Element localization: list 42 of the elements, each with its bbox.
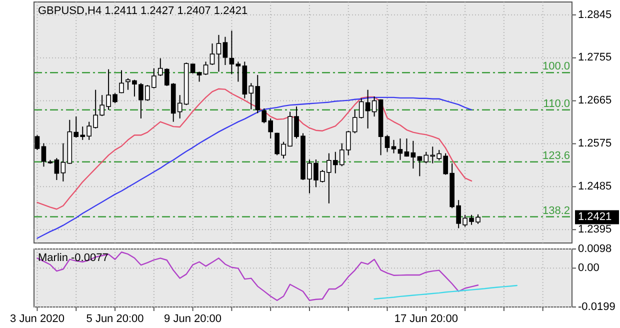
annotation: 100.0: [542, 60, 570, 73]
y-tick-label: 1.2485: [578, 180, 612, 193]
candlestick: [54, 158, 60, 181]
candlestick: [372, 96, 377, 118]
line-series: [374, 284, 518, 300]
candlestick: [190, 63, 196, 74]
annotation: 110.0: [543, 98, 570, 110]
y-tick-label: 1.2395: [578, 224, 612, 236]
x-tick-label: 3 Jun 2020: [10, 313, 64, 325]
annotation: 138.2: [542, 204, 570, 217]
text: 1.2421: [578, 211, 612, 224]
candlestick: [398, 138, 403, 160]
y-tick-label: 1.2755: [578, 52, 612, 64]
y-tick-label: 1.2845: [578, 8, 612, 21]
y-tick-label: 1.2575: [578, 138, 612, 150]
candlestick: [365, 89, 370, 129]
annotation: 123.6: [542, 150, 570, 162]
candlestick: [119, 70, 124, 94]
y-tick-label: -0.0199: [578, 300, 616, 313]
candlestick: [404, 138, 410, 158]
x-tick-label: 9 Jun 20:00: [164, 313, 222, 325]
y-tick-label: 1.2665: [578, 94, 612, 107]
x-tick-label: 5 Jun 20:00: [86, 313, 144, 325]
candlestick: [391, 139, 396, 154]
candlestick: [203, 61, 208, 76]
candlestick: [384, 134, 390, 152]
chart-title: GBPUSD,H4 1.2411 1.2427 1.2407 1.2421: [38, 5, 248, 17]
candlestick: [41, 142, 46, 168]
candlestick: [222, 36, 228, 66]
candlestick: [236, 61, 241, 82]
candlestick: [210, 43, 215, 66]
line-series: [36, 252, 479, 301]
y-tick-label: 0.0098: [578, 242, 612, 255]
line-series: [36, 96, 472, 239]
y-tick-label: 0.00: [578, 262, 600, 274]
line-series: [36, 88, 472, 210]
candlestick: [34, 134, 40, 150]
x-tick-label: 17 Jun 20:00: [394, 313, 458, 325]
candlestick: [229, 30, 234, 75]
candlestick: [196, 71, 202, 82]
candlestick: [410, 140, 416, 170]
candlestick: [216, 34, 222, 72]
